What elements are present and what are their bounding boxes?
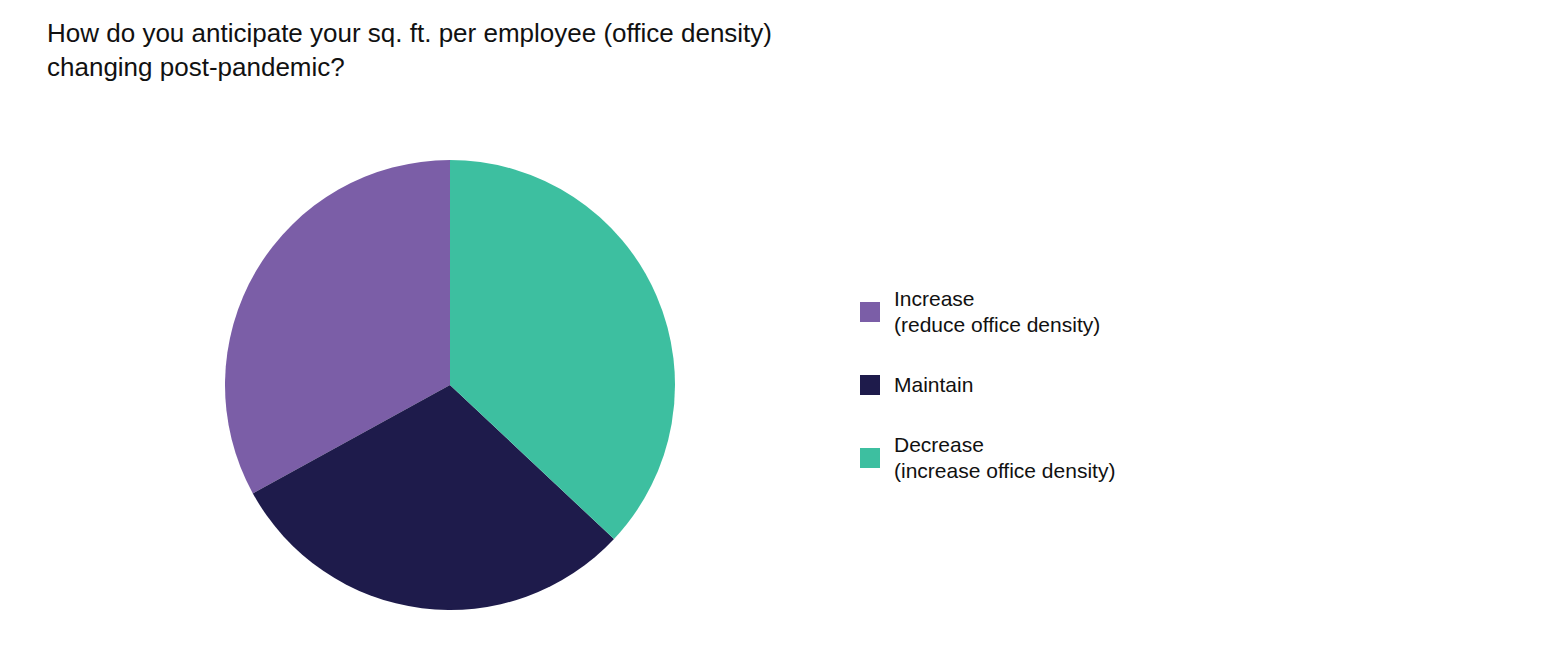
legend-swatch	[860, 375, 880, 395]
page: {"chart_data": {"type": "pie", "title": …	[0, 0, 1560, 657]
text-line: Maintain	[894, 373, 973, 396]
chart-title: How do you anticipate your sq. ft. per e…	[47, 18, 772, 82]
text-line: (reduce office density)	[894, 313, 1100, 336]
text-line: changing post-pandemic?	[47, 52, 345, 82]
pie-slice	[450, 160, 675, 539]
legend-swatch	[860, 302, 880, 322]
legend-label: Decrease (increase office density)	[894, 433, 1115, 482]
chart-container: How do you anticipate your sq. ft. per e…	[0, 0, 1560, 657]
legend-swatch	[860, 448, 880, 468]
legend-label: Maintain	[894, 373, 973, 396]
text-line: How do you anticipate your sq. ft. per e…	[47, 18, 772, 48]
background	[0, 0, 1560, 657]
legend: Increase (reduce office density) Maintain D…	[860, 287, 1115, 482]
chart-svg: How do you anticipate your sq. ft. per e…	[0, 0, 1560, 657]
legend-label: Increase (reduce office density)	[894, 287, 1100, 336]
text-line: Decrease	[894, 433, 984, 456]
text-line: (increase office density)	[894, 459, 1115, 482]
pie	[225, 160, 675, 610]
text-line: Increase	[894, 287, 975, 310]
